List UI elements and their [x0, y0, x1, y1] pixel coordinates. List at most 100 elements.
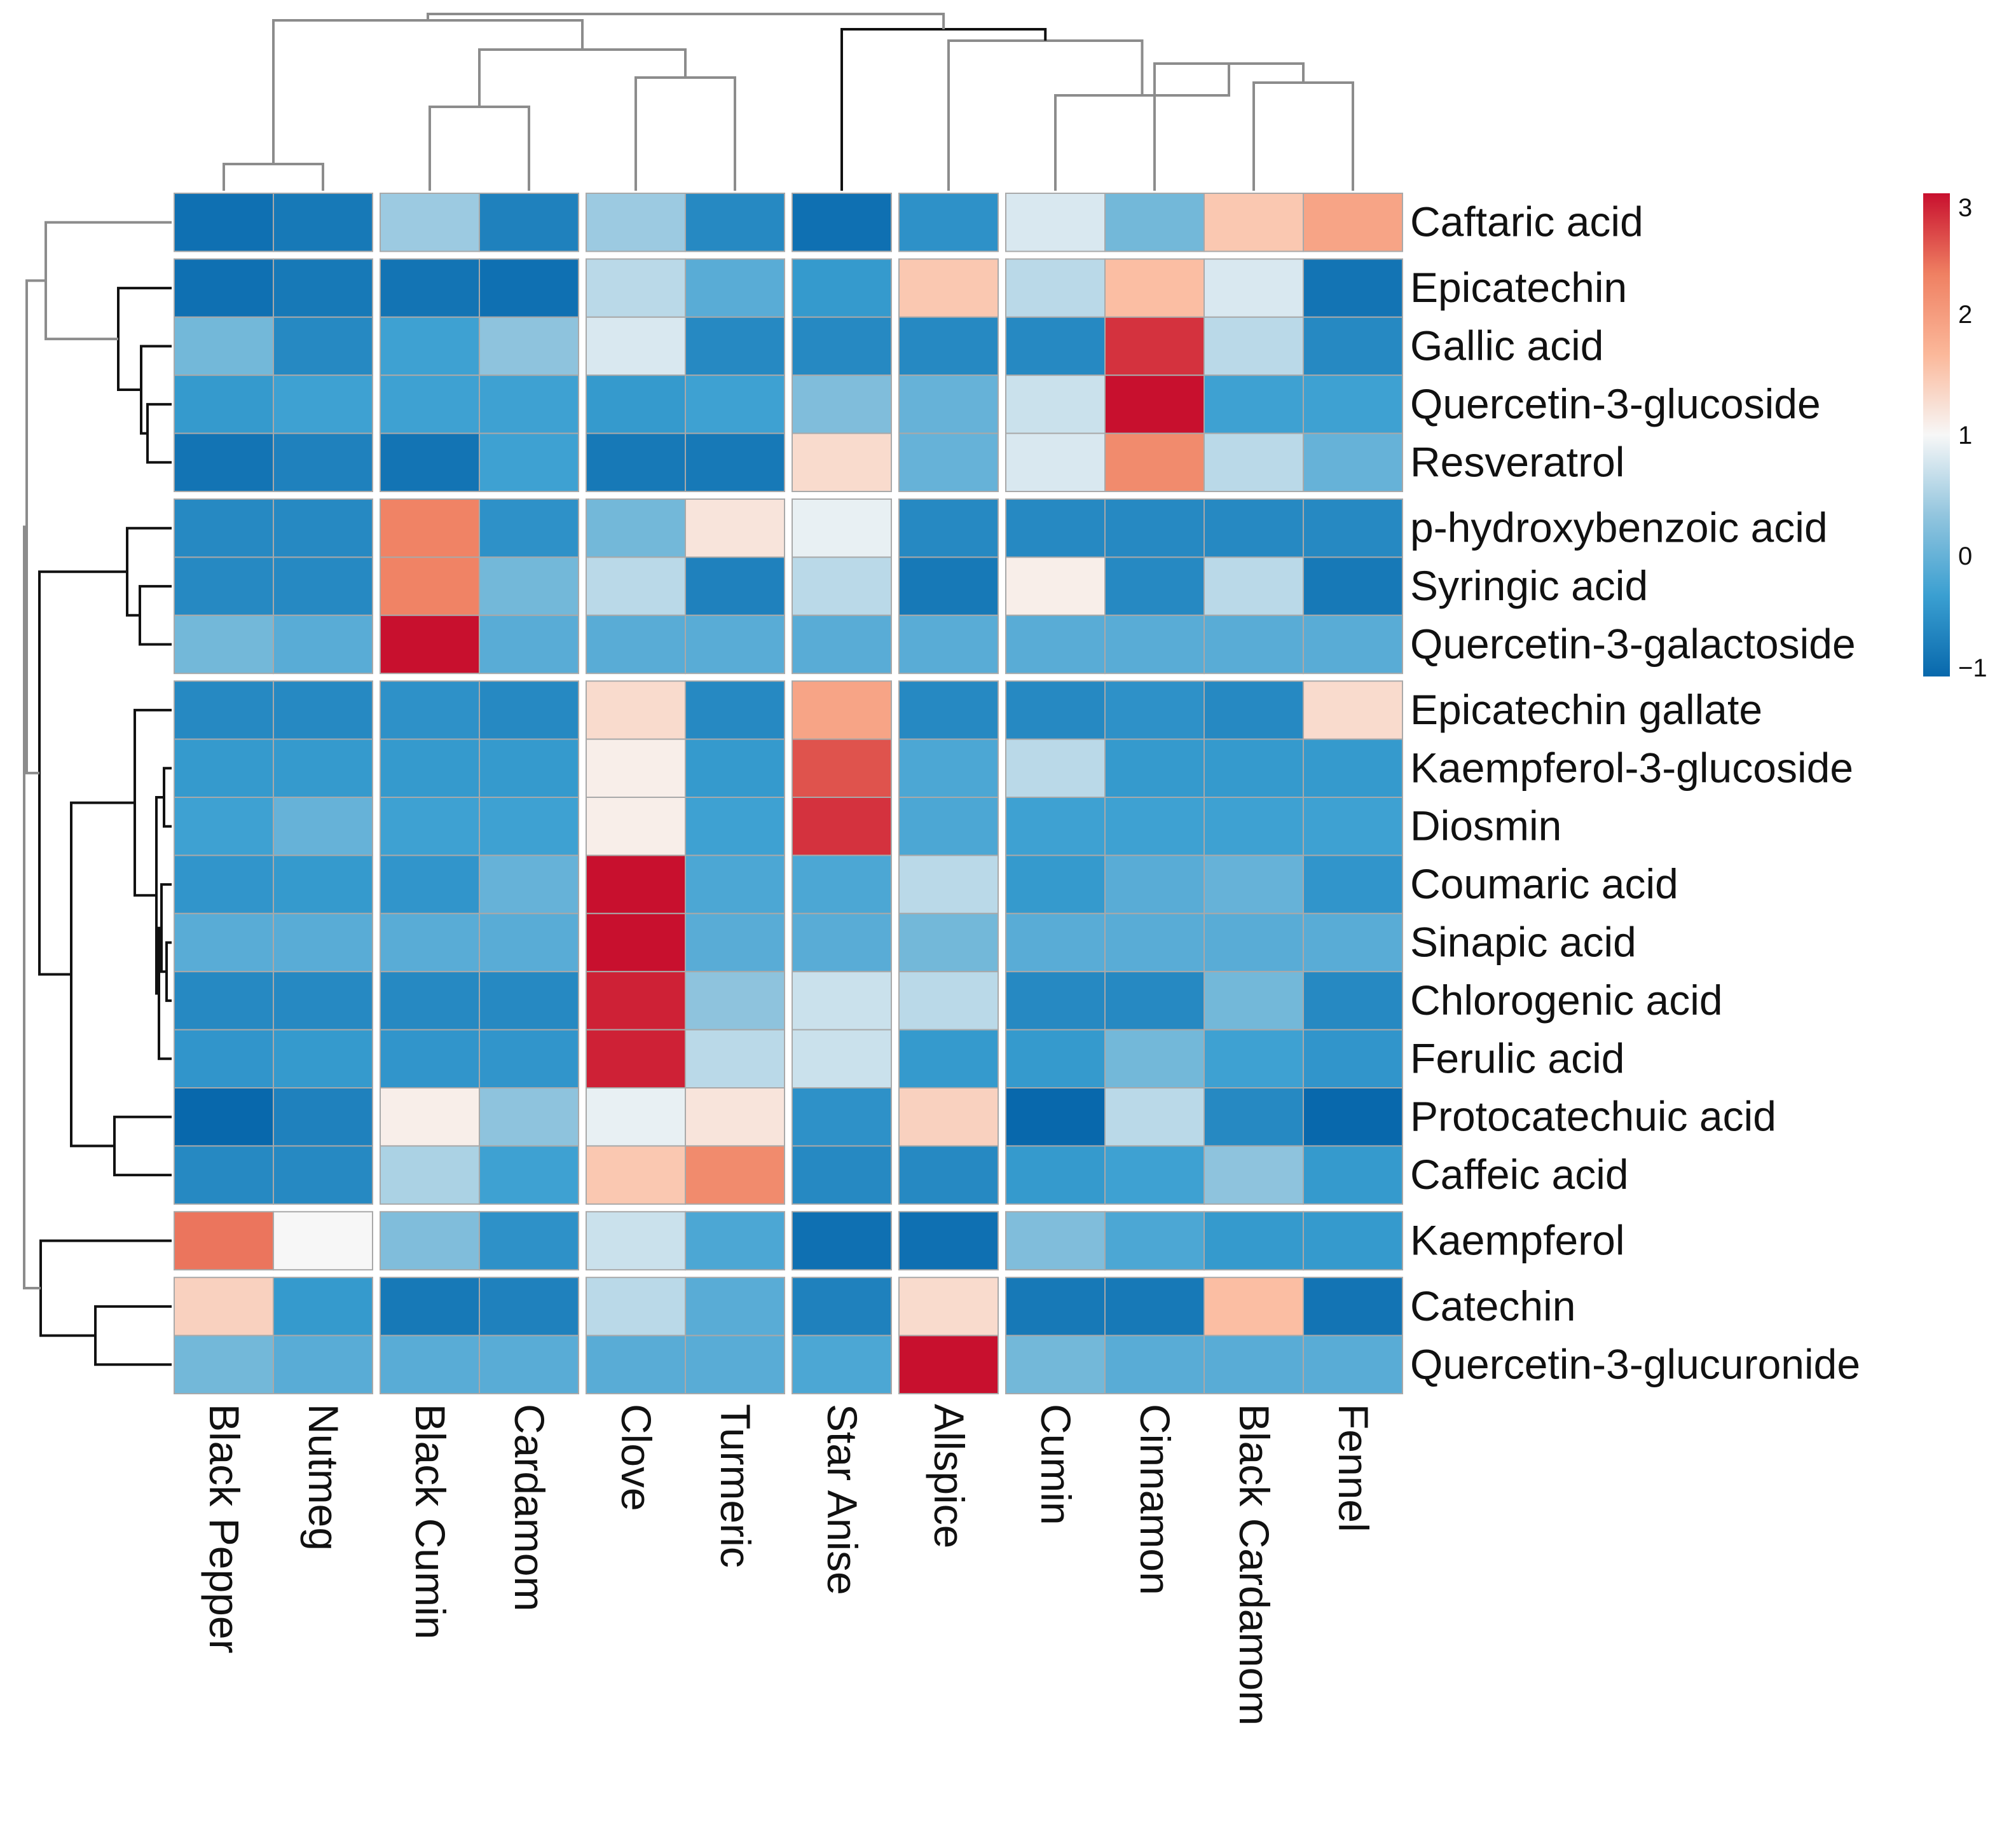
- heatmap-cell: [1005, 432, 1106, 492]
- heatmap-cell: [898, 193, 999, 252]
- heatmap-cell: [792, 680, 892, 740]
- row-dendrogram-link: [140, 345, 172, 435]
- heatmap-cell: [273, 1029, 373, 1088]
- heatmap-cell: [792, 432, 892, 492]
- column-label: Nutmeg: [300, 1404, 347, 1551]
- row-label: Gallic acid: [1410, 322, 1603, 369]
- heatmap-cell: [479, 797, 579, 856]
- heatmap-cell: [479, 556, 579, 616]
- row-dendrogram-link: [165, 941, 172, 1002]
- heatmap-cell: [1005, 855, 1106, 914]
- heatmap-cell: [792, 1029, 892, 1088]
- heatmap-cell: [174, 1211, 274, 1271]
- row-dendrogram-link: [25, 279, 46, 774]
- heatmap-cell: [1203, 797, 1304, 856]
- heatmap-cell: [898, 1277, 999, 1336]
- heatmap-cell: [898, 1335, 999, 1395]
- row-label: Catechin: [1410, 1282, 1576, 1329]
- heatmap-cell: [174, 316, 274, 376]
- row-label: Resveratrol: [1410, 438, 1624, 485]
- heatmap-cell: [380, 614, 480, 675]
- row-label: Protocatechuic acid: [1410, 1093, 1776, 1140]
- heatmap-cell: [1104, 556, 1205, 616]
- row-label: Kaempferol-3-glucoside: [1410, 744, 1853, 791]
- heatmap-cell: [174, 432, 274, 492]
- heatmap-cell: [479, 971, 579, 1031]
- colorbar-tick-label: 3: [1958, 194, 1972, 222]
- heatmap-cell: [792, 556, 892, 616]
- row-label: Quercetin-3-galactoside: [1410, 621, 1856, 668]
- heatmap-cell: [479, 912, 579, 973]
- heatmap-cell: [273, 1087, 373, 1147]
- heatmap-cell: [380, 1211, 480, 1271]
- heatmap-cell: [1203, 680, 1304, 740]
- heatmap-cell: [1203, 316, 1304, 376]
- heatmap-cell: [586, 855, 686, 914]
- heatmap-cell: [380, 432, 480, 492]
- heatmap-cell: [685, 680, 785, 740]
- heatmap-cell: [1005, 1277, 1106, 1336]
- column-dendrogram-link: [840, 28, 1047, 191]
- column-label: Clove: [613, 1404, 660, 1511]
- heatmap-cell: [380, 374, 480, 434]
- heatmap-cell: [380, 316, 480, 376]
- heatmap-cell: [685, 912, 785, 973]
- heatmap-cell: [586, 971, 686, 1031]
- heatmap-cell: [174, 498, 274, 558]
- heatmap-cell: [380, 797, 480, 856]
- row-label: Ferulic acid: [1410, 1034, 1624, 1081]
- heatmap-cell: [898, 1145, 999, 1205]
- heatmap-cell: [1303, 680, 1403, 740]
- heatmap-cell: [1005, 680, 1106, 740]
- heatmap-cell: [479, 1087, 579, 1147]
- heatmap-cell: [586, 316, 686, 376]
- row-dendrogram-link: [139, 585, 172, 646]
- row-dendrogram-link: [38, 570, 127, 976]
- heatmap-cell: [586, 1087, 686, 1147]
- heatmap-cell: [380, 556, 480, 616]
- heatmap-cell: [273, 855, 373, 914]
- heatmap-cell: [380, 738, 480, 798]
- heatmap-cell: [586, 912, 686, 973]
- heatmap-cell: [685, 1145, 785, 1205]
- heatmap-cell: [174, 971, 274, 1031]
- row-dendrogram-link: [126, 526, 172, 617]
- heatmap-cell: [1203, 1277, 1304, 1336]
- heatmap-cell: [1104, 498, 1205, 558]
- heatmap-cell: [1303, 971, 1403, 1031]
- heatmap-cell: [273, 738, 373, 798]
- heatmap-cell: [586, 432, 686, 492]
- heatmap-cell: [174, 374, 274, 434]
- heatmap-cell: [1104, 1087, 1205, 1147]
- heatmap-cell: [273, 1145, 373, 1205]
- heatmap-cell: [898, 971, 999, 1031]
- row-label: Sinapic acid: [1410, 919, 1636, 966]
- row-label: Kaempferol: [1410, 1217, 1625, 1264]
- column-dendrogram-link: [1252, 81, 1354, 191]
- heatmap-cell: [479, 1211, 579, 1271]
- heatmap-cell: [174, 912, 274, 973]
- heatmap-cell: [273, 971, 373, 1031]
- heatmap-cell: [792, 1087, 892, 1147]
- column-label: Star Anise: [819, 1404, 866, 1595]
- heatmap-cell: [898, 738, 999, 798]
- heatmap-cell: [586, 1211, 686, 1271]
- heatmap-cells: [174, 193, 1403, 1395]
- heatmap-cell: [685, 971, 785, 1031]
- heatmap-cell: [1303, 1335, 1403, 1395]
- heatmap-cell: [1203, 1029, 1304, 1088]
- heatmap-cell: [273, 556, 373, 616]
- heatmap-cell: [174, 258, 274, 318]
- heatmap-cell: [586, 193, 686, 252]
- heatmap-cell: [380, 1087, 480, 1147]
- heatmap-cell: [380, 1277, 480, 1336]
- column-dendrogram-root: [427, 13, 945, 29]
- heatmap-cell: [898, 1211, 999, 1271]
- heatmap-cell: [380, 1145, 480, 1205]
- heatmap-cell: [479, 193, 579, 252]
- column-label: Black Cumin: [407, 1404, 454, 1639]
- heatmap-cell: [586, 797, 686, 856]
- heatmap-cell: [1303, 1277, 1403, 1336]
- heatmap-cell: [1005, 1211, 1106, 1271]
